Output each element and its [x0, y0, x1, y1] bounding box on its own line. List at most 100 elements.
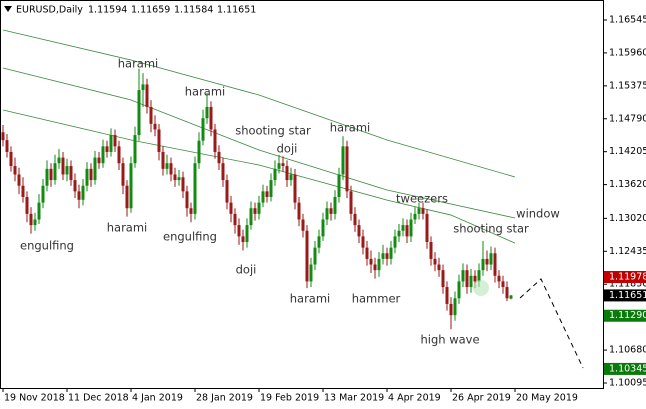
candle-body [49, 168, 53, 181]
candle-body [369, 258, 373, 265]
candle-body [357, 225, 361, 237]
candle-body [301, 219, 305, 231]
candle-body [333, 196, 337, 214]
candle-body [337, 174, 341, 197]
candle-body [161, 151, 165, 169]
candles [1, 68, 513, 330]
candle-body [197, 140, 201, 164]
x-tick-label: 28 Jan 2019 [196, 393, 253, 404]
annotation: high wave [420, 333, 479, 347]
candle-body [13, 166, 17, 175]
level-label: 1.10345 [609, 363, 646, 374]
y-tick-label: 1.14205 [609, 146, 646, 157]
y-tick-label: 1.15960 [609, 47, 646, 58]
x-tick-label: 4 Apr 2019 [388, 393, 441, 404]
candle-body [353, 213, 357, 226]
candle-body [29, 213, 33, 226]
candle-body [409, 219, 413, 237]
candle-body [397, 230, 401, 237]
projection [473, 278, 584, 369]
candle-body [77, 191, 81, 200]
candle-body [113, 135, 117, 147]
candle-body [253, 208, 257, 214]
candle-body [389, 247, 393, 259]
header-icon [4, 6, 12, 12]
candle-body [117, 146, 121, 164]
candle-body [305, 230, 309, 282]
candle-body [185, 191, 189, 209]
x-tick-label: 19 Feb 2019 [260, 393, 319, 404]
candle-body [373, 264, 377, 271]
level-box [604, 309, 646, 322]
annotation: engulfing [163, 230, 217, 244]
ohlc-high: 1.11659 [131, 5, 170, 16]
candle-body [201, 118, 205, 141]
candle-body [233, 213, 237, 226]
candle-body [457, 281, 461, 299]
candle-body [429, 242, 433, 259]
candle-body [437, 264, 441, 271]
candle-body [277, 163, 281, 169]
candle-body [421, 208, 425, 214]
ohlc-low: 1.11584 [174, 5, 213, 16]
candle-body [505, 287, 509, 299]
candle-body [105, 146, 109, 152]
annotations: harami harami shooting star doji harami tweez… [20, 57, 560, 347]
candle-body [417, 208, 421, 214]
candle-body [53, 163, 57, 181]
annotation: shooting star [453, 222, 529, 236]
annotation: engulfing [20, 239, 74, 253]
candle-body [229, 202, 233, 214]
candle-body [109, 135, 113, 152]
candle-body [405, 225, 409, 237]
candle-body [149, 106, 153, 124]
projection-line [519, 278, 584, 369]
candle-body [213, 129, 217, 152]
candle-body [465, 270, 469, 288]
moving-average [2, 67, 516, 219]
plot-frame [0, 0, 604, 389]
candle-body [317, 236, 321, 248]
level-box [604, 271, 646, 284]
candle-body [169, 163, 173, 175]
level-label: 1.11978 [609, 272, 646, 283]
candle-body [73, 180, 77, 192]
moving-average [2, 109, 516, 244]
candle-body [501, 281, 505, 288]
candle-body [141, 84, 145, 91]
axes: 1.16545 1.15960 1.15375 1.14790 1.14205 1.136… [2, 14, 646, 404]
y-tick-label: 1.16545 [609, 14, 646, 25]
annotation: harami [107, 221, 148, 235]
candle-body [177, 177, 181, 181]
candle-body [461, 270, 465, 282]
annotation: doji [236, 263, 257, 277]
candle-body [365, 247, 369, 259]
candle-body [241, 236, 245, 243]
annotation: doji [277, 142, 298, 156]
candle-body [425, 213, 429, 243]
candle-body [493, 253, 497, 276]
candle-body [61, 157, 65, 175]
candle-body [469, 275, 473, 288]
candle-body [381, 253, 385, 259]
level-box [604, 362, 646, 375]
candle-body [125, 185, 129, 209]
candle-body [245, 225, 249, 243]
candle-body [37, 202, 41, 220]
candle-body [453, 298, 457, 316]
y-tick-label: 1.10095 [609, 377, 646, 388]
candle-body [85, 168, 89, 186]
ohlc-close: 1.11651 [217, 5, 256, 16]
candle-body [133, 135, 137, 164]
candle-body [1, 132, 5, 141]
candle-body [289, 174, 293, 181]
candle-body [433, 258, 437, 265]
y-tick-label: 1.13620 [609, 179, 646, 190]
candle-body [193, 163, 197, 214]
candle-body [485, 258, 489, 265]
candle-body [309, 264, 313, 282]
candle-body [217, 151, 221, 164]
